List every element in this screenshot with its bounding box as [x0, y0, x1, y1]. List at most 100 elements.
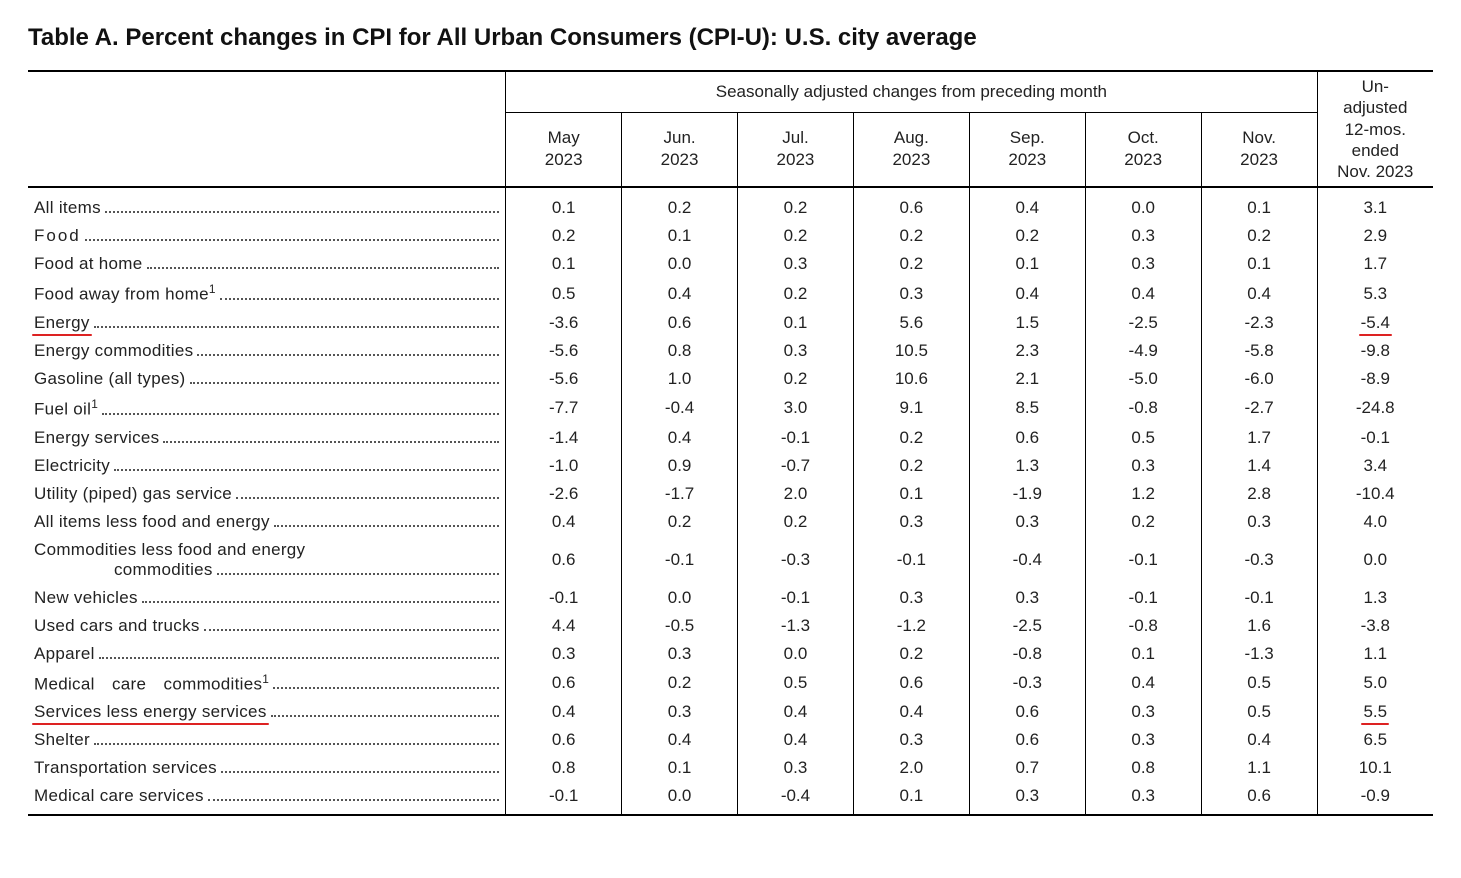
cell-sep: 0.7 [969, 754, 1085, 782]
cell-yoy: 0.0 [1317, 536, 1433, 584]
row-label: Electricity [28, 452, 506, 480]
cell-may: 0.2 [506, 222, 622, 250]
cell-nov: 0.4 [1201, 278, 1317, 309]
cell-oct: -5.0 [1085, 365, 1201, 393]
row-label: Energy commodities [28, 337, 506, 365]
cell-may: -1.0 [506, 452, 622, 480]
cell-may: 0.6 [506, 536, 622, 584]
cell-jul: 0.3 [738, 337, 854, 365]
cell-may: -3.6 [506, 309, 622, 337]
cell-nov: 0.6 [1201, 782, 1317, 815]
cell-yoy: 6.5 [1317, 726, 1433, 754]
cell-sep: -0.4 [969, 536, 1085, 584]
cell-oct: 0.3 [1085, 726, 1201, 754]
cell-yoy: 10.1 [1317, 754, 1433, 782]
cell-oct: -0.8 [1085, 393, 1201, 424]
cell-yoy: 2.9 [1317, 222, 1433, 250]
cell-may: -7.7 [506, 393, 622, 424]
table-row: Electricity-1.00.9-0.70.21.30.31.43.4 [28, 452, 1433, 480]
cell-sep: 1.3 [969, 452, 1085, 480]
cell-nov: 0.4 [1201, 726, 1317, 754]
row-label: Used cars and trucks [28, 612, 506, 640]
cell-jul: -0.4 [738, 782, 854, 815]
cell-nov: -1.3 [1201, 640, 1317, 668]
cell-may: -5.6 [506, 337, 622, 365]
cell-jul: 0.3 [738, 754, 854, 782]
cell-yoy: -10.4 [1317, 480, 1433, 508]
cell-yoy: -3.8 [1317, 612, 1433, 640]
cell-jul: 0.3 [738, 250, 854, 278]
cell-jul: 0.2 [738, 508, 854, 536]
row-label: Energy services [28, 424, 506, 452]
row-label: Shelter [28, 726, 506, 754]
table-row: Fuel oil1-7.7-0.43.09.18.5-0.8-2.7-24.8 [28, 393, 1433, 424]
table-row: Energy-3.60.60.15.61.5-2.5-2.3-5.4 [28, 309, 1433, 337]
cell-oct: 0.3 [1085, 222, 1201, 250]
cell-sep: 0.3 [969, 508, 1085, 536]
cell-may: 0.5 [506, 278, 622, 309]
cell-aug: 9.1 [853, 393, 969, 424]
cell-jun: 0.9 [622, 452, 738, 480]
cell-jun: 0.4 [622, 424, 738, 452]
cell-sep: 0.2 [969, 222, 1085, 250]
cell-sep: -0.3 [969, 668, 1085, 699]
header-month: Sep. 2023 [969, 112, 1085, 187]
cell-aug: 0.4 [853, 698, 969, 726]
table-row: Food0.20.10.20.20.20.30.22.9 [28, 222, 1433, 250]
cell-aug: 5.6 [853, 309, 969, 337]
cell-jul: -0.1 [738, 424, 854, 452]
cell-sep: -0.8 [969, 640, 1085, 668]
cell-may: 0.6 [506, 726, 622, 754]
cell-sep: 0.6 [969, 726, 1085, 754]
cell-aug: 0.1 [853, 782, 969, 815]
cell-may: -2.6 [506, 480, 622, 508]
cell-nov: -0.1 [1201, 584, 1317, 612]
cell-sep: 1.5 [969, 309, 1085, 337]
cell-yoy: 4.0 [1317, 508, 1433, 536]
header-month: Jul. 2023 [738, 112, 854, 187]
cell-may: 0.6 [506, 668, 622, 699]
cell-sep: 2.1 [969, 365, 1085, 393]
cell-jun: 0.6 [622, 309, 738, 337]
cell-jun: 0.2 [622, 668, 738, 699]
cell-oct: -0.1 [1085, 536, 1201, 584]
header-month: May 2023 [506, 112, 622, 187]
cell-sep: -2.5 [969, 612, 1085, 640]
cell-jun: 0.4 [622, 278, 738, 309]
cell-yoy: 1.3 [1317, 584, 1433, 612]
cell-aug: 0.2 [853, 222, 969, 250]
cell-oct: 0.2 [1085, 508, 1201, 536]
cell-jun: 0.0 [622, 782, 738, 815]
cell-jun: 0.1 [622, 222, 738, 250]
cell-sep: 0.3 [969, 782, 1085, 815]
cell-oct: 0.0 [1085, 187, 1201, 222]
header-month: Oct. 2023 [1085, 112, 1201, 187]
cell-jul: 0.4 [738, 698, 854, 726]
cell-aug: 0.2 [853, 250, 969, 278]
cell-jun: 0.0 [622, 584, 738, 612]
cell-jul: 2.0 [738, 480, 854, 508]
row-label: Food at home [28, 250, 506, 278]
table-row: Used cars and trucks4.4-0.5-1.3-1.2-2.5-… [28, 612, 1433, 640]
cell-may: -0.1 [506, 584, 622, 612]
cell-aug: -0.1 [853, 536, 969, 584]
row-label: Fuel oil1 [28, 393, 506, 424]
cell-aug: 0.3 [853, 508, 969, 536]
row-label: Apparel [28, 640, 506, 668]
cell-sep: 8.5 [969, 393, 1085, 424]
cell-may: -0.1 [506, 782, 622, 815]
header-month: Aug. 2023 [853, 112, 969, 187]
table-row: Apparel0.30.30.00.2-0.80.1-1.31.1 [28, 640, 1433, 668]
cell-jun: 0.2 [622, 187, 738, 222]
cell-aug: 0.6 [853, 187, 969, 222]
cell-may: 0.1 [506, 250, 622, 278]
cell-aug: 0.2 [853, 640, 969, 668]
cell-oct: 0.4 [1085, 668, 1201, 699]
cell-yoy: 5.5 [1317, 698, 1433, 726]
header-unadjusted: Un- adjusted 12-mos. ended Nov. 2023 [1317, 71, 1433, 187]
cell-nov: -5.8 [1201, 337, 1317, 365]
cell-oct: 0.3 [1085, 698, 1201, 726]
cell-jun: 0.8 [622, 337, 738, 365]
table-row: Shelter0.60.40.40.30.60.30.46.5 [28, 726, 1433, 754]
cell-sep: 0.1 [969, 250, 1085, 278]
